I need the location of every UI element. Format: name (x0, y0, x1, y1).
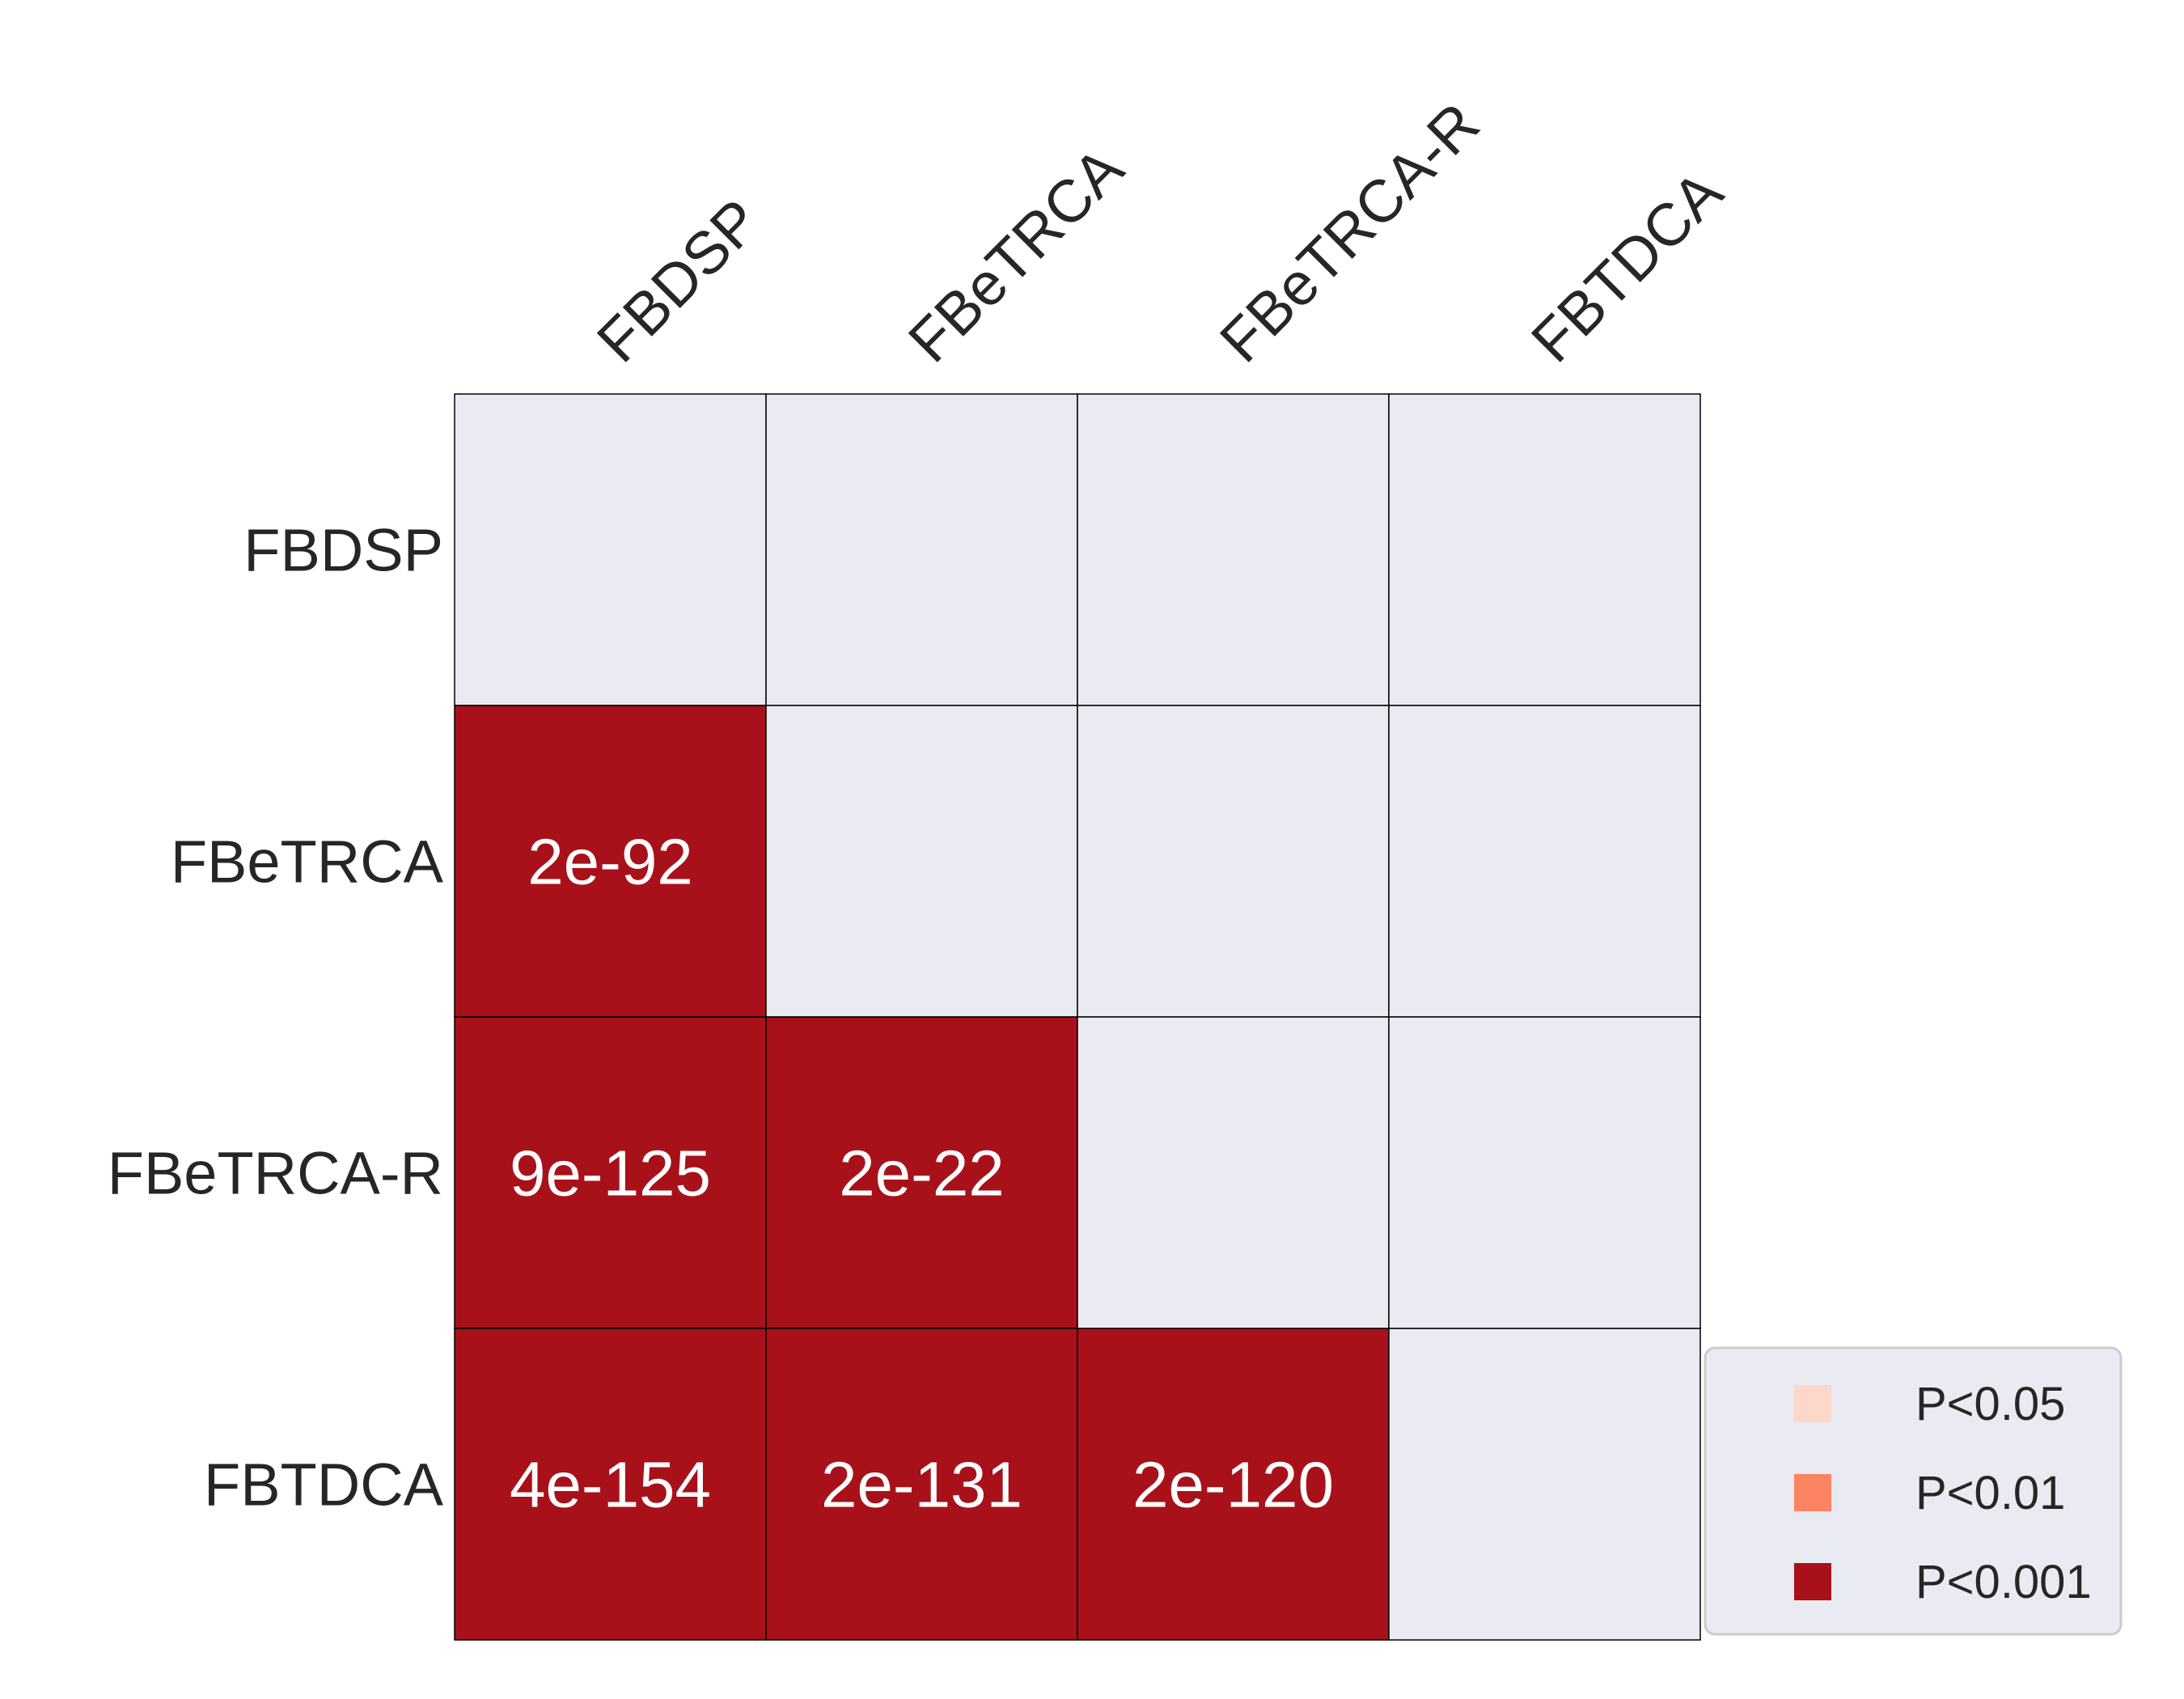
cell-value-label: 9e-125 (510, 1138, 711, 1210)
heatmap-cell (454, 705, 767, 1018)
y-tick-label: FBeTRCA-R (108, 1140, 443, 1207)
heatmap-cell (1077, 705, 1390, 1018)
legend-label: P<0.001 (1915, 1556, 2092, 1608)
legend-swatch (1794, 1563, 1831, 1600)
heatmap-cell (1077, 1328, 1390, 1641)
cell-value-label: 2e-92 (527, 826, 693, 898)
heatmap-cell (765, 1328, 1078, 1641)
cell-value-label: 2e-131 (821, 1449, 1022, 1521)
heatmap-cell (1077, 1016, 1390, 1329)
heatmap-cell (765, 1016, 1078, 1329)
y-tick-labels: FBDSP FBeTRCA FBeTRCA-R FBTDCA (108, 517, 444, 1519)
y-tick-label: FBTDCA (204, 1451, 444, 1519)
cell-value-label: 2e-22 (839, 1138, 1005, 1210)
heatmap-cells: 2e-92 9e-125 2e-22 4e-154 2e-131 2e-120 (454, 393, 1701, 1641)
x-tick-labels: FBDSP FBeTRCA FBeTRCA-R FBTDCA (584, 90, 1735, 375)
y-tick-label: FBDSP (243, 517, 443, 584)
x-tick-label: FBTDCA (1518, 158, 1735, 375)
heatmap-cell (454, 393, 767, 706)
x-tick-label: FBDSP (584, 186, 772, 375)
heatmap-cell (454, 1328, 767, 1641)
x-tick-label: FBeTRCA-R (1207, 90, 1492, 375)
heatmap-cell (1388, 1016, 1701, 1329)
heatmap-cell (1388, 393, 1701, 706)
x-tick-label: FBeTRCA (895, 134, 1136, 375)
heatmap-cell (1388, 705, 1701, 1018)
legend-label: P<0.01 (1915, 1467, 2065, 1519)
heatmap-cell (1388, 1328, 1701, 1641)
y-tick-label: FBeTRCA (171, 828, 444, 896)
heatmap-cell (765, 393, 1078, 706)
cell-value-label: 4e-154 (510, 1449, 711, 1521)
legend: P<0.05 P<0.01 P<0.001 (1704, 1346, 2123, 1636)
cell-value-label: 2e-120 (1132, 1449, 1334, 1521)
legend-label: P<0.05 (1915, 1378, 2065, 1430)
heatmap-cell (454, 1016, 767, 1329)
heatmap-cell (765, 705, 1078, 1018)
heatmap-cell (1077, 393, 1390, 706)
legend-swatch (1794, 1474, 1831, 1511)
legend-swatch (1794, 1385, 1831, 1422)
